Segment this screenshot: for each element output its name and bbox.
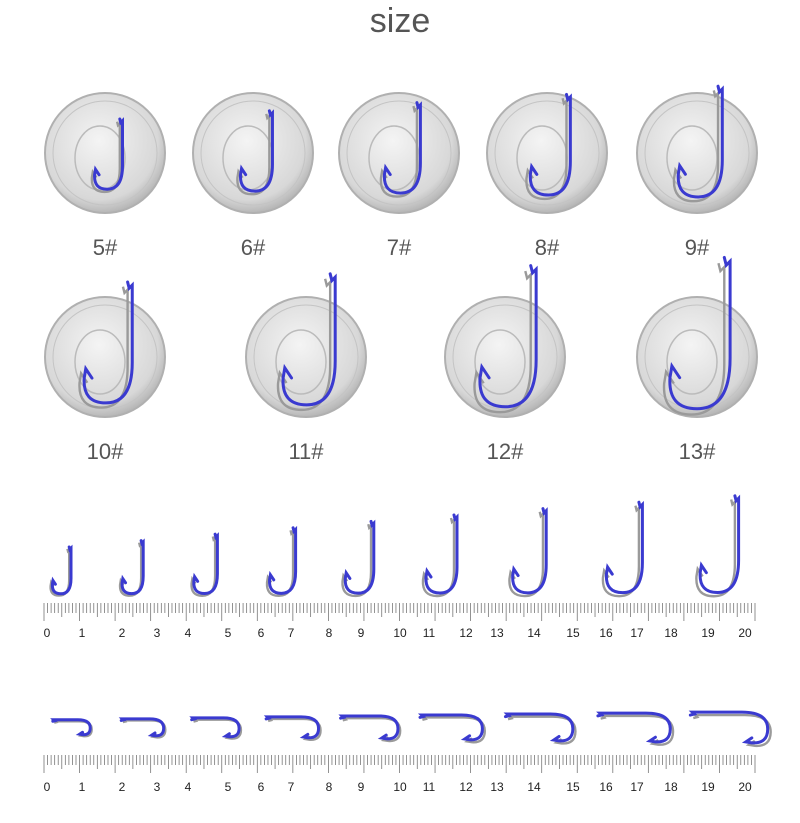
size-label: 6#	[240, 235, 266, 260]
ruler-label: 1	[78, 626, 86, 640]
hook-horizontal-9#	[338, 714, 402, 743]
ruler-label: 7	[287, 626, 295, 640]
hook-vertical-11#	[508, 507, 548, 598]
hook-on-coin-11#	[276, 272, 337, 412]
hook-vertical-9#	[341, 519, 376, 598]
hook-horizontal-6#	[118, 717, 167, 739]
size-label: 9#	[684, 235, 710, 260]
hook-on-coin-10#	[78, 280, 134, 409]
hook-horizontal-8#	[263, 715, 322, 741]
ruler-label: 19	[701, 780, 715, 794]
hook-vertical-7#	[190, 532, 219, 597]
ruler-label: 9	[357, 626, 365, 640]
size-label: 11#	[288, 439, 324, 464]
hook-on-coin-8#	[525, 92, 572, 201]
ruler-label: 10	[393, 780, 407, 794]
ruler-label: 17	[630, 626, 644, 640]
ruler-label: 18	[664, 780, 678, 794]
ruler-2	[43, 755, 756, 773]
coin-13#	[636, 296, 758, 418]
hook-horizontal-7#	[189, 716, 243, 740]
ruler-label: 15	[566, 626, 580, 640]
ruler-label: 16	[599, 626, 613, 640]
hook-vertical-12#	[601, 500, 644, 598]
hook-horizontal-13#	[688, 710, 772, 748]
ruler-label: 12	[459, 780, 473, 794]
ruler-label: 1	[78, 780, 86, 794]
ruler-label: 6	[257, 626, 265, 640]
ruler-label: 20	[738, 626, 752, 640]
ruler-label: 4	[184, 780, 192, 794]
ruler-label: 12	[459, 626, 473, 640]
ruler-label: 4	[184, 626, 192, 640]
ruler-label: 14	[527, 780, 541, 794]
ruler-label: 18	[664, 626, 678, 640]
ruler-label: 5	[224, 626, 232, 640]
hook-horizontal-12#	[596, 711, 675, 746]
coin-12#	[444, 296, 566, 418]
ruler-label: 20	[738, 780, 752, 794]
ruler-label: 3	[153, 780, 161, 794]
coin-11#	[245, 296, 367, 418]
hook-on-coin-5#	[90, 117, 125, 194]
ruler-label: 19	[701, 626, 715, 640]
hook-on-coin-6#	[236, 109, 274, 196]
page-title: size	[369, 2, 431, 40]
ruler-label: 15	[566, 780, 580, 794]
size-label: 5#	[92, 235, 118, 260]
hook-horizontal-5#	[50, 718, 93, 738]
coin-5#	[44, 92, 166, 214]
hook-horizontal-10#	[417, 713, 487, 744]
coin-10#	[44, 296, 166, 418]
ruler-label: 2	[118, 780, 126, 794]
hook-vertical-8#	[265, 525, 298, 598]
size-label: 12#	[486, 439, 524, 464]
ruler-label: 13	[490, 780, 504, 794]
hook-vertical-10#	[421, 513, 459, 598]
hook-vertical-5#	[49, 544, 73, 597]
size-label: 8#	[534, 235, 560, 260]
ruler-label: 9	[357, 780, 365, 794]
ruler-label: 6	[257, 780, 265, 794]
ruler-1	[43, 603, 756, 621]
ruler-label: 13	[490, 626, 504, 640]
coin-7#	[338, 92, 460, 214]
size-label: 7#	[386, 235, 412, 260]
ruler-label: 10	[393, 626, 407, 640]
size-label: 10#	[86, 439, 124, 464]
ruler-label: 11	[422, 780, 436, 794]
hook-on-coin-9#	[672, 84, 724, 203]
ruler-label: 0	[43, 780, 51, 794]
ruler-label: 2	[118, 626, 126, 640]
hook-vertical-13#	[695, 494, 741, 598]
hook-horizontal-11#	[503, 712, 577, 745]
ruler-label: 16	[599, 780, 613, 794]
ruler-label: 17	[630, 780, 644, 794]
ruler-label: 5	[224, 780, 232, 794]
ruler-label: 8	[325, 626, 333, 640]
ruler-label: 11	[422, 626, 436, 640]
hook-on-coin-13#	[662, 255, 732, 416]
coin-9#	[636, 92, 758, 214]
ruler-label: 14	[527, 626, 541, 640]
hook-on-coin-7#	[379, 101, 422, 198]
hook-vertical-6#	[118, 538, 145, 597]
hook-on-coin-12#	[473, 264, 538, 414]
ruler-label: 3	[153, 626, 161, 640]
coin-8#	[486, 92, 608, 214]
ruler-label: 7	[287, 780, 295, 794]
ruler-label: 8	[325, 780, 333, 794]
size-label: 13#	[678, 439, 716, 464]
ruler-label: 0	[43, 626, 51, 640]
